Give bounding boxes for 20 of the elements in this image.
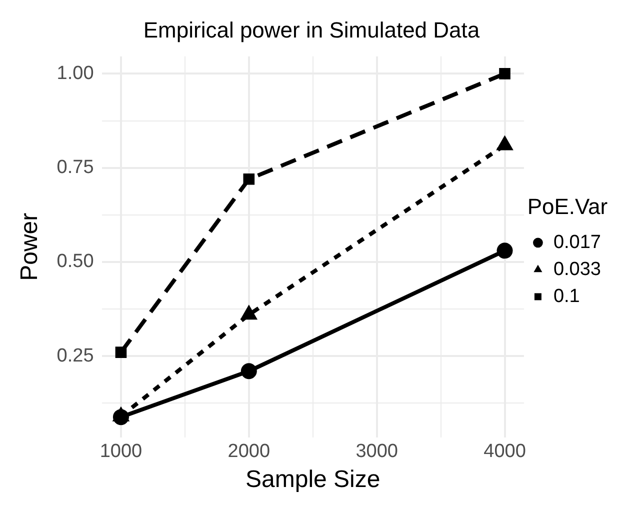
legend-title: PoE.Var — [527, 194, 608, 219]
y-axis-title: Power — [16, 212, 44, 281]
legend-label: 0.1 — [553, 286, 580, 307]
y-tick-label: 1.00 — [56, 62, 94, 84]
y-tick-label: 0.50 — [56, 251, 94, 272]
legend-label: 0.017 — [553, 232, 601, 253]
x-tick-label: 2000 — [228, 441, 270, 462]
point — [240, 363, 257, 380]
point — [243, 173, 255, 185]
x-axis-title: Sample Size — [246, 466, 380, 494]
x-tick-label: 4000 — [484, 441, 526, 462]
point — [499, 68, 510, 80]
y-tick-label: 0.25 — [56, 345, 94, 366]
y-tick-label: 0.75 — [56, 157, 94, 178]
point — [115, 346, 127, 358]
point — [496, 242, 513, 259]
x-tick-label: 3000 — [356, 441, 398, 462]
x-tick-label: 1000 — [100, 441, 142, 462]
legend-label: 0.033 — [553, 258, 601, 280]
chart-title: Empirical power in Simulated Data — [143, 17, 480, 42]
